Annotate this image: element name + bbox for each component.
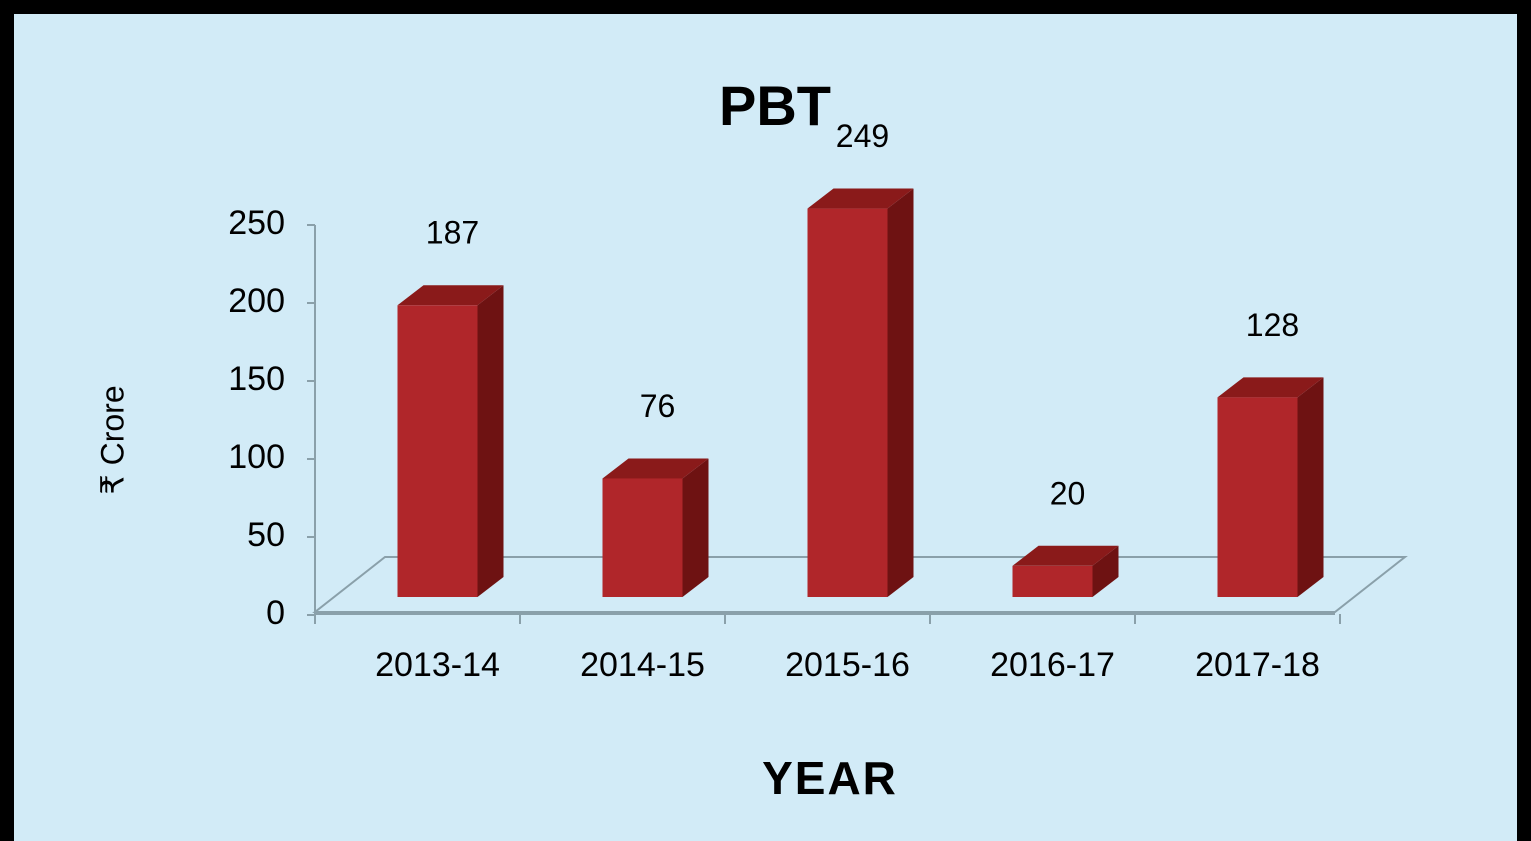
data-label: 20 xyxy=(1050,475,1086,511)
bar-top xyxy=(397,285,504,306)
bar-side xyxy=(1297,377,1324,597)
x-tick-label: 2016-17 xyxy=(990,646,1115,684)
y-tick-label: 200 xyxy=(228,282,285,320)
y-axis-title: ₹ Crore xyxy=(94,385,130,494)
bar-top xyxy=(807,188,914,209)
x-tick-label: 2015-16 xyxy=(785,646,910,684)
bar-side xyxy=(477,285,504,597)
bar xyxy=(602,478,683,597)
bar-top xyxy=(1217,377,1324,398)
y-tick-label: 150 xyxy=(228,360,285,398)
bar-side xyxy=(887,188,914,597)
x-tick-label: 2017-18 xyxy=(1195,646,1320,684)
y-tick-label: 100 xyxy=(228,438,285,476)
bar xyxy=(1012,565,1093,597)
data-label: 128 xyxy=(1246,307,1299,343)
bar xyxy=(1217,397,1298,597)
y-tick-label: 50 xyxy=(247,516,285,554)
bar-side xyxy=(682,458,709,597)
y-tick-label: 0 xyxy=(266,594,285,632)
bar-top xyxy=(1012,545,1119,566)
data-label: 187 xyxy=(426,215,479,251)
chart-title: PBT xyxy=(719,74,831,137)
data-label: 249 xyxy=(836,118,889,154)
bar-top xyxy=(602,458,709,479)
bar xyxy=(397,305,478,597)
data-label: 76 xyxy=(640,388,676,424)
x-axis-title: YEAR xyxy=(762,752,898,804)
y-tick-label: 250 xyxy=(228,204,285,242)
floor xyxy=(312,556,1408,613)
bar-side xyxy=(1092,545,1119,597)
x-tick-label: 2013-14 xyxy=(375,646,500,684)
bar xyxy=(807,208,888,597)
x-tick-label: 2014-15 xyxy=(580,646,705,684)
